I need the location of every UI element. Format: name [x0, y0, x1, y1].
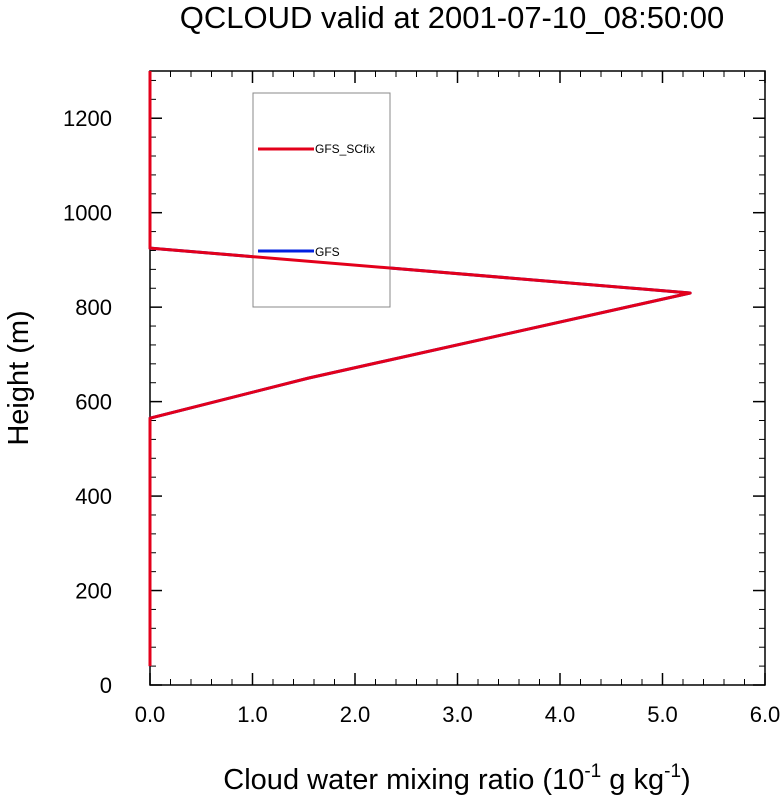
x-tick-label: 0.0 [135, 702, 166, 727]
major-ticks [149, 71, 766, 686]
x-tick-label: 3.0 [442, 702, 473, 727]
series-line-gfs [148, 71, 692, 667]
x-tick-label: 2.0 [340, 702, 371, 727]
minor-ticks [150, 71, 765, 685]
x-tick-label: 5.0 [647, 702, 678, 727]
x-tick-label: 6.0 [750, 702, 781, 727]
legend-label-gfs: GFS [315, 245, 340, 259]
y-axis-label: Height (m) [3, 310, 35, 445]
x-axis-label-mid: g kg [601, 764, 664, 796]
x-axis-label-exp1: -1 [584, 761, 601, 782]
x-axis-label-main: Cloud water mixing ratio (10 [223, 764, 584, 796]
x-tick-labels: 0.0 1.0 2.0 3.0 4.0 5.0 6.0 [135, 702, 781, 727]
series-line-gfs-scfix [148, 71, 692, 667]
legend-box [252, 92, 391, 308]
y-tick-label: 400 [75, 484, 112, 509]
chart-title: QCLOUD valid at 2001-07-10_08:50:00 [180, 0, 725, 35]
y-tick-label: 1200 [63, 106, 112, 131]
series-lines [148, 71, 692, 667]
series-overlay [148, 71, 692, 667]
x-axis-label-end: ) [681, 764, 691, 796]
y-tick-label: 800 [75, 295, 112, 320]
x-tick-label: 1.0 [237, 702, 268, 727]
x-tick-label: 4.0 [545, 702, 576, 727]
legend: GFS_SCfix GFS [252, 92, 391, 308]
y-tick-label: 200 [75, 579, 112, 604]
legend-label-gfs-scfix: GFS_SCfix [315, 142, 375, 156]
x-axis-label: Cloud water mixing ratio (10-1 g kg-1) [223, 761, 690, 796]
y-tick-labels: 0 200 400 600 800 1000 1200 [63, 106, 112, 698]
plot-frame [149, 70, 766, 686]
y-tick-label: 1000 [63, 201, 112, 226]
y-tick-label: 0 [100, 673, 112, 698]
x-axis-label-exp2: -1 [664, 761, 681, 782]
y-tick-label: 600 [75, 390, 112, 415]
